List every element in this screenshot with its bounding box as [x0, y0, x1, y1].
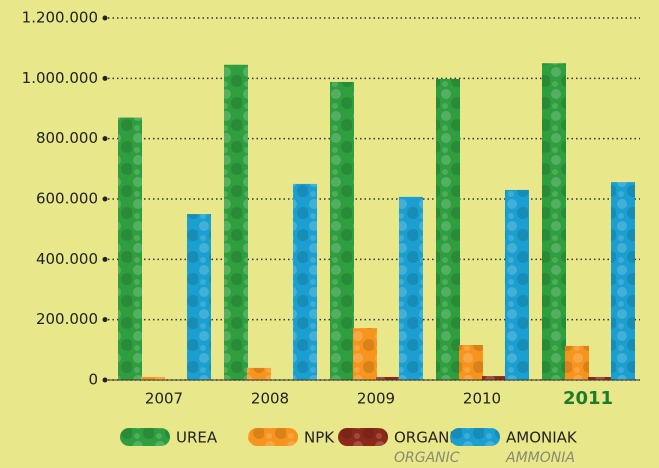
legend-sublabel: AMMONIA: [505, 450, 575, 466]
bar-texture: [399, 196, 423, 380]
tick-dot: [102, 256, 108, 262]
bar-texture: [505, 189, 529, 380]
bar-texture: [482, 376, 506, 380]
x-tick-label: 2009: [357, 390, 395, 408]
bar-texture: [293, 183, 317, 380]
bar-texture: [588, 376, 612, 380]
tick-dot: [102, 75, 108, 81]
bar-texture: [118, 117, 142, 381]
bar-texture: [353, 328, 377, 380]
x-tick-label: 2011: [563, 388, 613, 409]
legend-swatch-texture: [338, 428, 388, 446]
tick-dot: [102, 196, 108, 202]
y-tick-label: 800.000: [36, 129, 98, 147]
x-tick-label: 2007: [145, 390, 183, 408]
y-tick-label: 600.000: [36, 190, 98, 208]
y-tick-label: 1.200.000: [22, 9, 98, 27]
bar-texture: [224, 64, 248, 380]
legend-label: AMONIAK: [506, 429, 578, 447]
bar-texture: [565, 345, 589, 380]
bar-texture: [459, 345, 483, 380]
legend-label: NPK: [304, 429, 335, 447]
bar-texture: [376, 376, 400, 380]
legend-swatch-texture: [450, 428, 500, 446]
bar-texture: [247, 367, 271, 380]
legend-label: ORGANIK: [394, 429, 465, 447]
bar-texture: [436, 78, 460, 380]
x-tick-label: 2008: [251, 390, 289, 408]
y-tick-label: 200.000: [36, 310, 98, 328]
legend-swatch-texture: [120, 428, 170, 446]
tick-dot: [102, 377, 108, 383]
bar-texture: [611, 182, 635, 380]
bar-texture: [187, 214, 211, 380]
y-tick-label: 0: [88, 371, 98, 389]
legend-swatch-texture: [248, 428, 298, 446]
y-tick-label: 400.000: [36, 250, 98, 268]
legend-sublabel: ORGANIC: [394, 450, 460, 466]
tick-dot: [102, 317, 108, 323]
y-tick-label: 1.000.000: [22, 69, 98, 87]
tick-dot: [102, 136, 108, 142]
tick-dot: [102, 15, 108, 21]
bar-texture: [141, 376, 165, 380]
legend-label: UREA: [176, 429, 218, 447]
bar-texture: [542, 63, 566, 380]
x-tick-label: 2010: [463, 390, 501, 408]
bar-texture: [330, 81, 354, 380]
